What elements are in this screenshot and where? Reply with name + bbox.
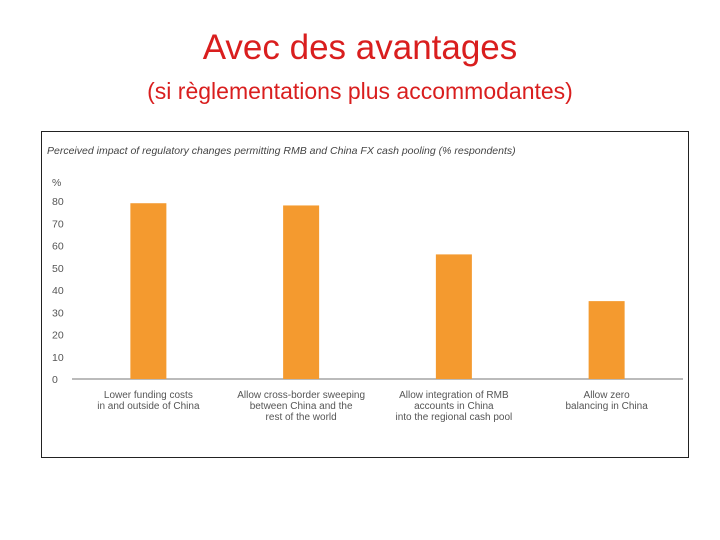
- bar: [130, 203, 167, 379]
- category-label: Allow cross-border sweeping: [237, 390, 365, 401]
- category-label: Allow integration of RMB: [399, 390, 509, 401]
- bar: [588, 301, 625, 379]
- bar: [435, 254, 472, 379]
- category-label: into the regional cash pool: [396, 412, 513, 423]
- category-label: Lower funding costs: [104, 390, 193, 401]
- category-label: balancing in China: [565, 401, 648, 412]
- category-label: accounts in China: [414, 401, 494, 412]
- y-tick-label: 80: [52, 196, 64, 208]
- category-label: Allow zero: [584, 390, 631, 401]
- chart-frame: Perceived impact of regulatory changes p…: [41, 131, 689, 458]
- y-axis-unit-label: %: [52, 177, 61, 189]
- y-tick-label: 0: [52, 374, 58, 386]
- y-tick-label: 60: [52, 241, 64, 253]
- slide-subtitle: (si règlementations plus accommodantes): [147, 78, 573, 104]
- y-tick-label: 50: [52, 263, 64, 275]
- bar: [283, 205, 320, 379]
- chart-title: Perceived impact of regulatory changes p…: [47, 145, 516, 157]
- y-tick-label: 20: [52, 330, 64, 342]
- slide-title: Avec des avantages: [202, 28, 518, 67]
- bar-chart: Perceived impact of regulatory changes p…: [47, 145, 683, 423]
- category-label: between China and the: [250, 401, 353, 412]
- category-label: rest of the world: [266, 412, 337, 423]
- category-label: in and outside of China: [97, 401, 200, 412]
- y-tick-label: 40: [52, 285, 64, 297]
- y-tick-label: 30: [52, 307, 64, 319]
- y-tick-label: 70: [52, 218, 64, 230]
- y-tick-label: 10: [52, 352, 64, 364]
